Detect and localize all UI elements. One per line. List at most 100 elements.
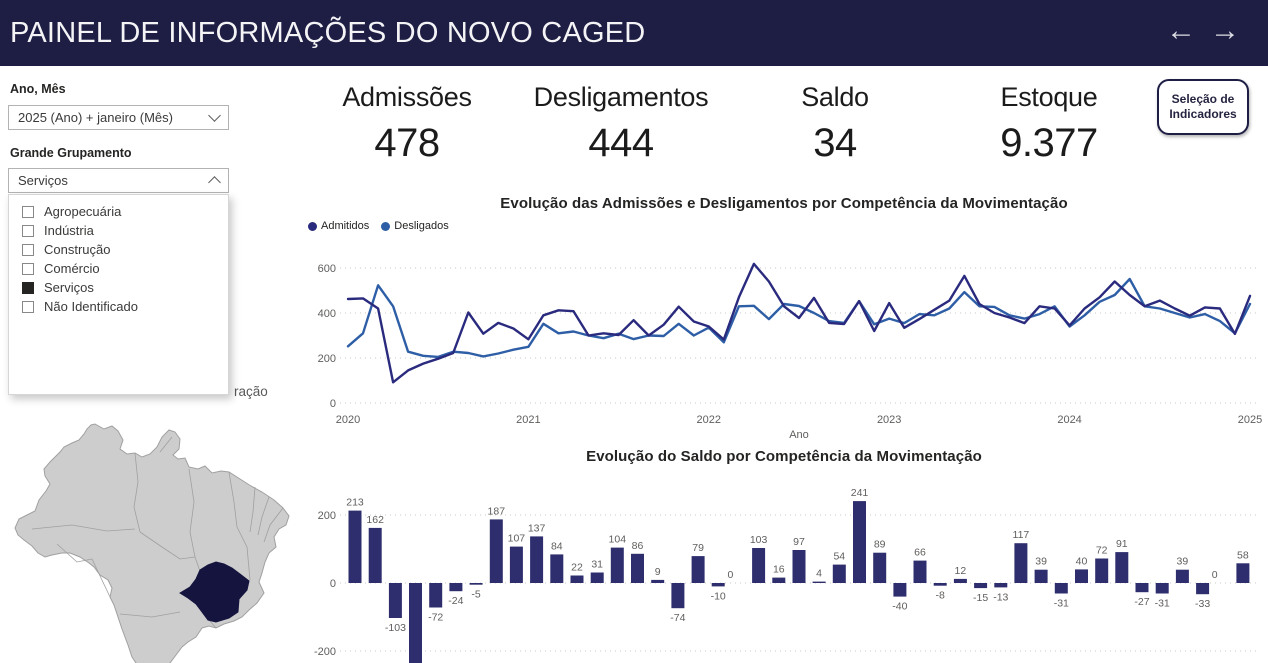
kpi-estoque[interactable]: Estoque 9.377: [942, 82, 1156, 166]
grupamento-option-comércio[interactable]: Comércio: [9, 259, 228, 278]
grupamento-option-serviços[interactable]: Serviços: [9, 278, 228, 297]
saldo-bar[interactable]: [1115, 552, 1129, 583]
ano-mes-dropdown[interactable]: 2025 (Ano) + janeiro (Mês): [8, 105, 229, 130]
saldo-bar[interactable]: [1196, 583, 1210, 595]
saldo-bar[interactable]: [469, 583, 483, 585]
saldo-bar[interactable]: [429, 583, 443, 608]
checkbox-icon[interactable]: [22, 243, 34, 256]
grupamento-option-construção[interactable]: Construção: [9, 240, 228, 259]
saldo-bar[interactable]: [792, 550, 806, 583]
saldo-bar[interactable]: [752, 548, 766, 583]
saldo-bar[interactable]: [449, 583, 463, 592]
saldo-bar[interactable]: [1095, 558, 1109, 584]
legend-item-desligados[interactable]: Desligados: [381, 220, 449, 232]
bar-data-label: 137: [528, 522, 546, 534]
saldo-bar[interactable]: [1155, 583, 1169, 594]
saldo-bar[interactable]: [631, 553, 644, 583]
bar-data-label: 40: [1076, 555, 1088, 567]
saldo-bar[interactable]: [1014, 543, 1028, 583]
x-tick-label: 2020: [336, 414, 360, 426]
bar-data-label: 91: [1116, 538, 1128, 550]
saldo-bar[interactable]: [388, 583, 402, 618]
saldo-bar[interactable]: [651, 579, 665, 583]
checkbox-icon[interactable]: [22, 262, 34, 275]
ano-mes-dropdown-value: 2025 (Ano) + janeiro (Mês): [18, 110, 173, 125]
app-header: PAINEL DE INFORMAÇÕES DO NOVO CAGED ← →: [0, 0, 1268, 66]
saldo-bar[interactable]: [348, 510, 362, 583]
desligados-dot-icon: [381, 221, 391, 231]
saldo-bar[interactable]: [994, 583, 1008, 588]
saldo-bar[interactable]: [772, 577, 786, 583]
saldo-bar[interactable]: [953, 578, 967, 583]
y-tick-label: 600: [318, 263, 336, 275]
bar-data-label: 31: [591, 559, 603, 571]
kpi-admissoes[interactable]: Admissões 478: [300, 82, 514, 166]
saldo-bar[interactable]: [1034, 569, 1048, 583]
forward-arrow-icon[interactable]: →: [1210, 14, 1240, 47]
saldo-bar[interactable]: [671, 583, 685, 609]
saldo-bar[interactable]: [1054, 583, 1068, 594]
saldo-bar[interactable]: [832, 564, 846, 583]
legend-admitidos-label: Admitidos: [321, 220, 370, 232]
y-tick-label: 400: [318, 308, 336, 320]
saldo-bar[interactable]: [368, 527, 382, 583]
grande-grupamento-dropdown[interactable]: Serviços: [8, 168, 229, 193]
selecao-de-indicadores-button[interactable]: Seleção de Indicadores: [1157, 79, 1249, 135]
kpi-saldo[interactable]: Saldo 34: [728, 82, 942, 166]
grande-grupamento-dropdown-value: Serviços: [18, 173, 68, 188]
bar-data-label: -10: [711, 590, 726, 602]
saldo-bar[interactable]: [691, 556, 705, 583]
saldo-bar[interactable]: [550, 554, 564, 583]
checkbox-icon[interactable]: [22, 224, 34, 237]
saldo-bar[interactable]: [853, 501, 866, 583]
line-series-admitidos[interactable]: [346, 262, 1252, 384]
y-tick-label: 200: [318, 353, 336, 365]
x-tick-label: 2025: [1238, 414, 1262, 426]
bar-data-label: 104: [609, 534, 627, 546]
kpi-saldo-value: 34: [813, 121, 857, 165]
minas-gerais-highlighted[interactable]: [179, 561, 250, 623]
saldo-bar[interactable]: [610, 547, 624, 583]
bar-data-label: 4: [816, 568, 822, 580]
checkbox-checked-icon[interactable]: [22, 281, 34, 294]
saldo-bar[interactable]: [1135, 583, 1149, 593]
saldo-bar[interactable]: [711, 583, 725, 587]
saldo-bar[interactable]: [873, 552, 887, 583]
saldo-bar[interactable]: [570, 575, 584, 584]
saldo-bar[interactable]: [1175, 569, 1189, 583]
checkbox-icon[interactable]: [22, 300, 34, 313]
brazil-choropleth-map[interactable]: [2, 407, 308, 663]
saldo-bar[interactable]: [1075, 569, 1088, 583]
chevron-down-icon: [208, 109, 221, 122]
legend-item-admitidos[interactable]: Admitidos: [308, 220, 369, 232]
bar-data-label: 72: [1096, 545, 1108, 557]
saldo-bar[interactable]: [530, 536, 544, 583]
brazil-outline[interactable]: [14, 423, 290, 663]
grupamento-option-não-identificado[interactable]: Não Identificado: [9, 297, 228, 316]
saldo-bar[interactable]: [409, 583, 422, 663]
saldo-bar[interactable]: [509, 546, 523, 583]
saldo-bar[interactable]: [974, 583, 988, 589]
kpi-desligamentos[interactable]: Desligamentos 444: [514, 82, 728, 166]
saldo-bar[interactable]: [1236, 563, 1250, 583]
selecao-button-line1: Seleção de: [1171, 92, 1235, 106]
line-series-desligados[interactable]: [346, 277, 1252, 359]
admissoes-desligamentos-line-chart[interactable]: 0 200 400 600 2020 2021 2022 2023 2024 2025 Ano: [300, 246, 1268, 444]
grupamento-option-agropecuária[interactable]: Agropecuária: [9, 202, 228, 221]
saldo-bar[interactable]: [590, 572, 604, 584]
bar-chart-title: Evolução do Saldo por Competência da Mov…: [586, 448, 982, 465]
bar-data-label: 16: [773, 564, 785, 576]
saldo-bar[interactable]: [489, 519, 503, 583]
saldo-bar[interactable]: [913, 560, 927, 583]
saldo-bar[interactable]: [893, 583, 907, 597]
bar-data-label: 66: [914, 547, 926, 559]
filter-label-ano-mes: Ano, Mês: [10, 82, 66, 96]
grupamento-option-indústria[interactable]: Indústria: [9, 221, 228, 240]
checkbox-icon[interactable]: [22, 205, 34, 218]
saldo-bar[interactable]: [812, 581, 826, 583]
back-arrow-icon[interactable]: ←: [1166, 14, 1196, 47]
bar-data-label: 187: [488, 505, 506, 517]
saldo-bar[interactable]: [933, 583, 947, 586]
bar-data-label: -33: [1195, 598, 1210, 610]
